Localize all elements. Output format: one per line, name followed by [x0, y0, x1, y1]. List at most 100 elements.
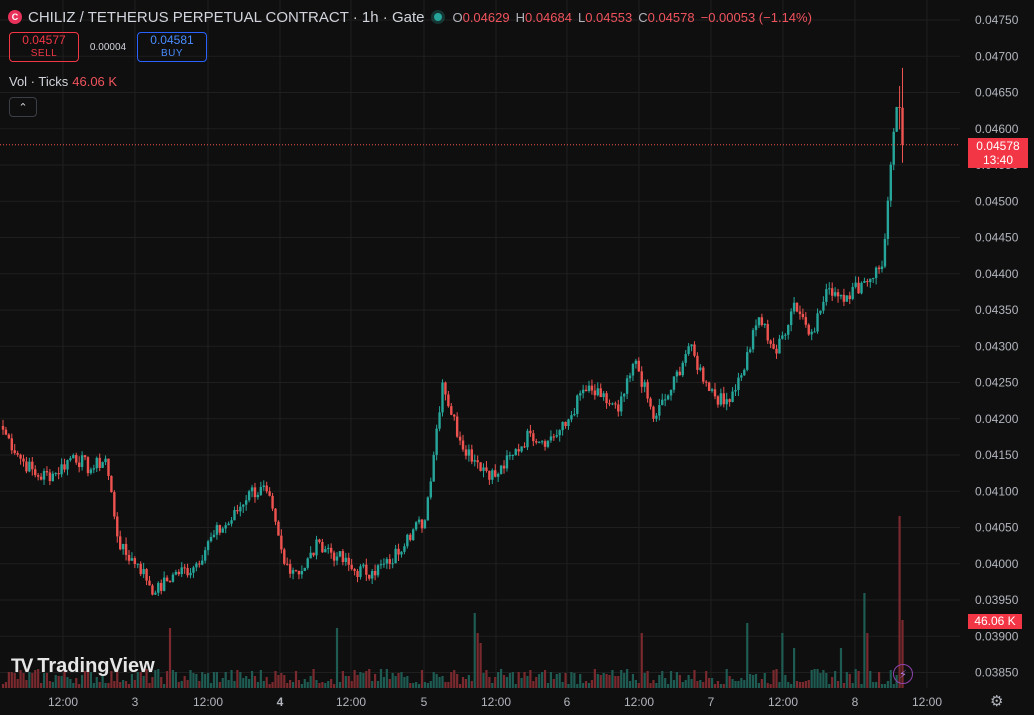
volume-bar — [259, 670, 262, 688]
volume-bar — [643, 673, 646, 688]
volume-bar — [145, 669, 148, 688]
candle-body — [244, 500, 248, 505]
buy-button[interactable]: 0.04581 BUY — [137, 32, 207, 62]
candle-body — [696, 355, 699, 370]
candle-body — [414, 522, 418, 530]
volume-bar — [772, 670, 775, 688]
volume-bar — [183, 676, 186, 688]
candle-body — [579, 393, 582, 396]
volume-bar — [529, 670, 532, 688]
volume-bar — [497, 672, 500, 688]
volume-bar — [10, 672, 13, 688]
volume-bar — [116, 669, 119, 688]
candle-body — [570, 415, 573, 420]
volume-bar — [684, 680, 687, 688]
volume-bar — [1, 684, 5, 688]
candle-body — [842, 294, 846, 302]
candle-body — [116, 516, 119, 537]
candle-body — [722, 393, 725, 405]
candle-body — [854, 282, 857, 288]
volume-bar — [678, 675, 681, 688]
volume-bar — [347, 676, 350, 688]
y-tick-label: 0.04500 — [975, 194, 1019, 208]
volume-bar — [611, 670, 614, 688]
candle-body — [13, 450, 16, 454]
volume-bar — [63, 670, 66, 688]
volume-bar — [836, 681, 840, 688]
lightning-icon[interactable]: ⚡ — [893, 664, 913, 684]
candle-body — [39, 476, 43, 480]
candle-body — [412, 529, 415, 540]
volume-bar — [875, 682, 878, 688]
candle-body — [394, 548, 397, 564]
candle-body — [502, 465, 506, 469]
volume-bar — [444, 682, 447, 688]
candle-body — [866, 281, 869, 283]
volume-bar — [760, 679, 763, 688]
volume-bar — [417, 684, 421, 688]
volume-bar — [195, 674, 198, 688]
gear-icon[interactable]: ⚙ — [990, 693, 1004, 710]
candle-body — [212, 534, 216, 538]
volume-bar — [687, 675, 690, 688]
candle-body — [602, 393, 605, 397]
candle-body — [145, 569, 148, 581]
candle-body — [233, 510, 236, 521]
volume-bar — [570, 672, 573, 688]
candle-body — [760, 317, 764, 325]
y-tick-label: 0.04050 — [975, 521, 1019, 535]
candle-body — [280, 535, 283, 550]
volume-bar — [667, 684, 670, 688]
candle-body — [625, 378, 629, 394]
volume-bar — [294, 671, 298, 688]
candle-body — [10, 438, 13, 451]
candle-body — [860, 282, 863, 294]
volume-bar — [646, 671, 649, 688]
volume-bar — [602, 673, 605, 688]
candle-body — [778, 338, 781, 354]
volume-bar — [198, 681, 201, 688]
volume-bar — [165, 671, 169, 688]
symbol-title[interactable]: CHILIZ / TETHERUS PERPETUAL CONTRACT · 1… — [28, 8, 425, 26]
sell-button[interactable]: 0.04577 SELL — [9, 32, 79, 62]
volume-bar — [163, 684, 166, 688]
volume-bar — [95, 677, 98, 688]
candle-body — [526, 430, 529, 448]
candle-body — [476, 460, 479, 463]
candle-body — [417, 519, 421, 523]
volume-bar — [368, 669, 371, 688]
candle-body — [781, 335, 784, 339]
volume-bar — [374, 674, 377, 688]
candle-body — [889, 164, 892, 201]
volume-bar — [526, 676, 529, 688]
volume-bar — [751, 675, 755, 688]
candle-body — [455, 416, 459, 437]
volume-bar — [854, 669, 857, 688]
volume-bar — [801, 682, 804, 688]
volume-bar — [110, 671, 113, 688]
candle-body — [898, 107, 901, 108]
candle-body — [499, 465, 503, 474]
collapse-legend-button[interactable]: ⌃ — [9, 97, 37, 117]
candle-body — [438, 412, 441, 429]
volume-bar — [359, 672, 362, 688]
volume-bar — [391, 673, 394, 688]
candle-body — [605, 393, 608, 404]
volume-bar — [426, 683, 429, 688]
tradingview-logo[interactable]: TV TradingView — [11, 655, 155, 678]
volume-bar — [31, 673, 34, 688]
volume-bar — [816, 669, 819, 688]
volume-legend[interactable]: Vol · Ticks 46.06 K — [9, 74, 117, 89]
y-tick-label: 0.04200 — [975, 412, 1019, 426]
candle-body — [406, 534, 409, 547]
volume-bar — [362, 673, 365, 688]
candle-body — [869, 278, 872, 283]
volume-bar — [338, 682, 342, 688]
volume-bar — [520, 678, 523, 688]
volume-bar — [168, 628, 172, 688]
candle-body — [719, 393, 723, 405]
volume-bar — [412, 683, 415, 688]
candle-body — [327, 547, 330, 550]
volume-bar — [790, 684, 793, 688]
